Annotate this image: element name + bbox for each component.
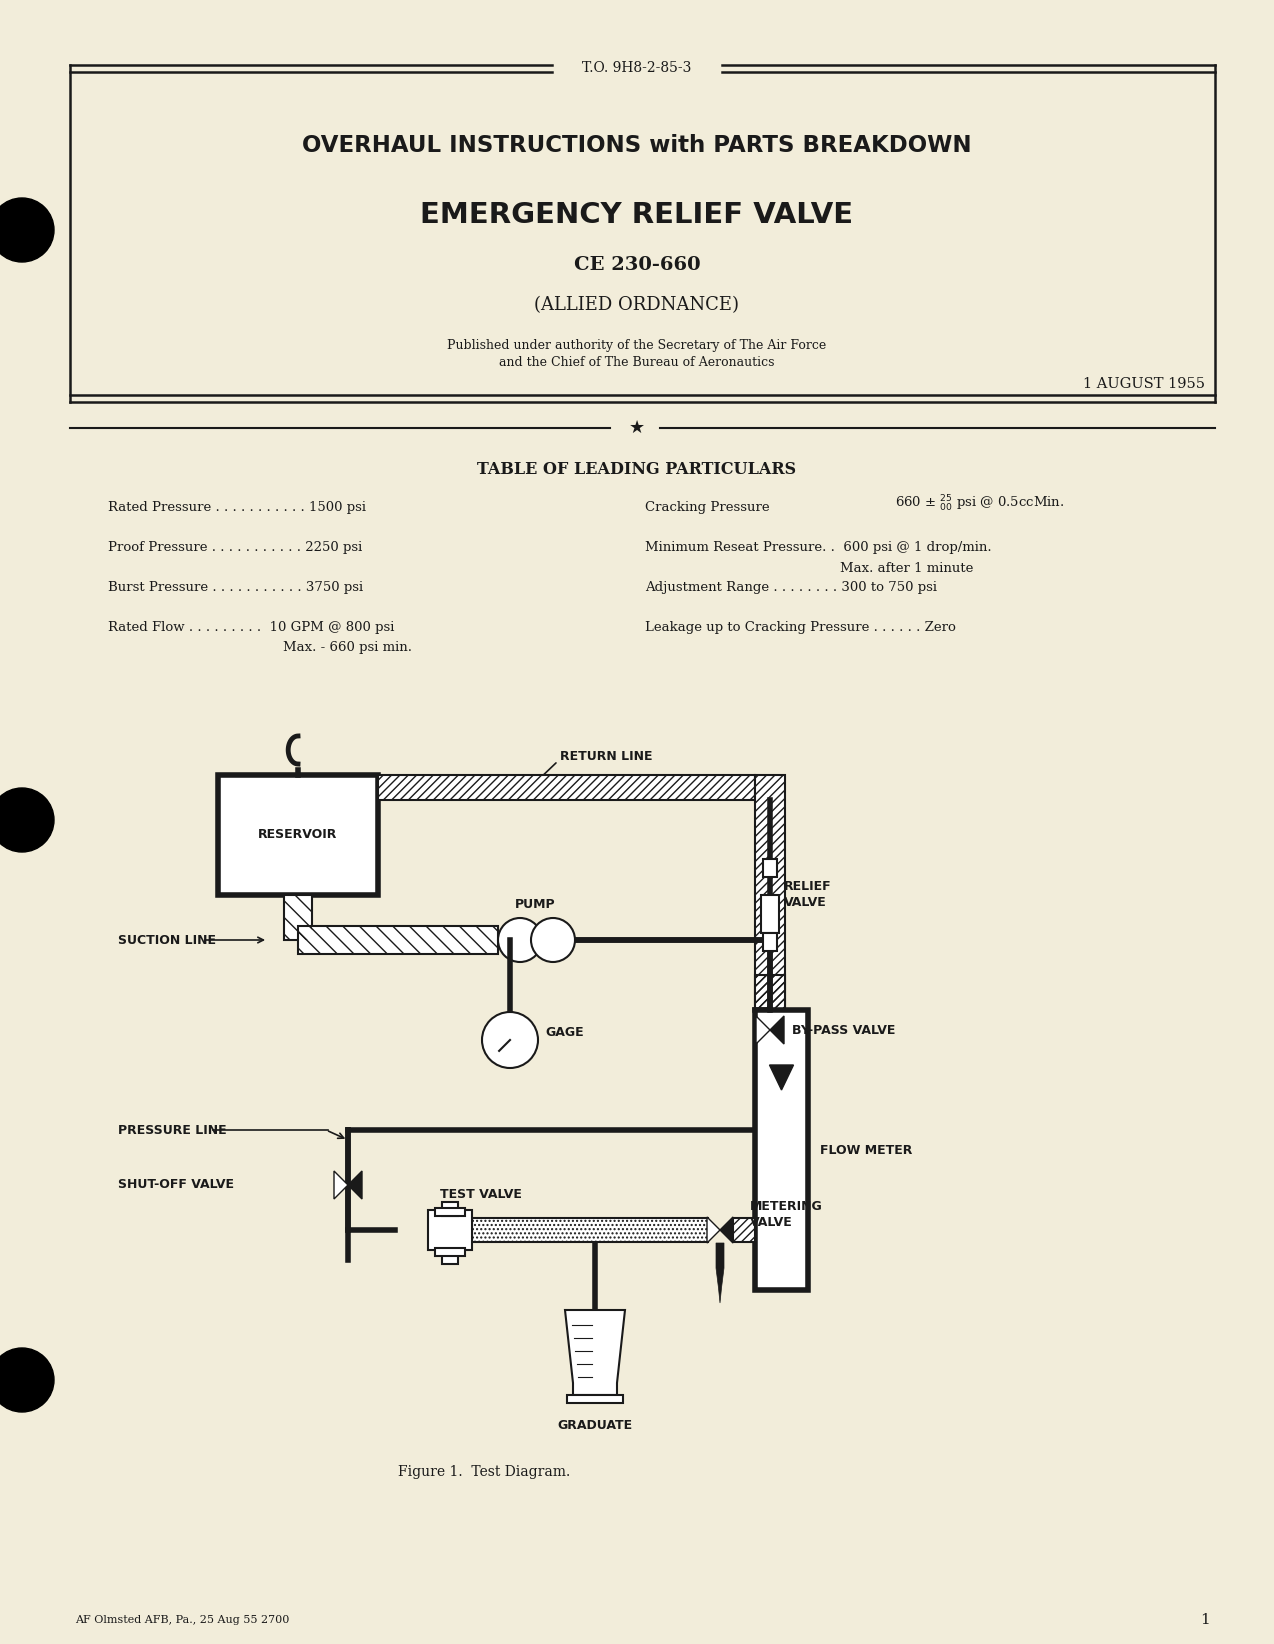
Circle shape bbox=[482, 1013, 538, 1069]
Bar bbox=[755, 1009, 808, 1291]
Text: PRESSURE LINE: PRESSURE LINE bbox=[118, 1123, 227, 1136]
Text: Leakage up to Cracking Pressure . . . . . . Zero: Leakage up to Cracking Pressure . . . . … bbox=[645, 621, 956, 635]
Bar bbox=[442, 1249, 457, 1264]
Bar bbox=[434, 1208, 465, 1217]
Bar bbox=[567, 1396, 623, 1402]
Text: Figure 1.  Test Diagram.: Figure 1. Test Diagram. bbox=[397, 1465, 571, 1480]
Text: Max. after 1 minute: Max. after 1 minute bbox=[840, 562, 973, 574]
Text: SHUT-OFF VALVE: SHUT-OFF VALVE bbox=[118, 1179, 234, 1192]
Bar bbox=[763, 860, 777, 876]
Bar bbox=[428, 1210, 471, 1249]
Text: TABLE OF LEADING PARTICULARS: TABLE OF LEADING PARTICULARS bbox=[478, 462, 796, 478]
Text: Published under authority of the Secretary of The Air Force: Published under authority of the Secreta… bbox=[447, 339, 827, 352]
Text: METERING
VALVE: METERING VALVE bbox=[750, 1200, 823, 1230]
Polygon shape bbox=[348, 1171, 362, 1198]
Text: ★: ★ bbox=[629, 419, 645, 437]
Text: SUCTION LINE: SUCTION LINE bbox=[118, 934, 217, 947]
Bar bbox=[378, 774, 755, 801]
Text: Proof Pressure . . . . . . . . . . . 2250 psi: Proof Pressure . . . . . . . . . . . 225… bbox=[108, 541, 362, 554]
Text: Burst Pressure . . . . . . . . . . . 3750 psi: Burst Pressure . . . . . . . . . . . 375… bbox=[108, 582, 363, 595]
Text: 1 AUGUST 1955: 1 AUGUST 1955 bbox=[1083, 376, 1205, 391]
Text: Rated Pressure . . . . . . . . . . . 1500 psi: Rated Pressure . . . . . . . . . . . 150… bbox=[108, 501, 366, 515]
Bar bbox=[378, 774, 755, 801]
Bar bbox=[755, 774, 785, 1009]
Text: GRADUATE: GRADUATE bbox=[558, 1419, 633, 1432]
Text: FLOW METER: FLOW METER bbox=[820, 1144, 912, 1156]
Circle shape bbox=[0, 1348, 54, 1412]
Polygon shape bbox=[716, 1243, 724, 1304]
Bar bbox=[298, 926, 498, 954]
Polygon shape bbox=[707, 1217, 720, 1243]
Text: 660 $\pm$ $^{25}_{00}$ psi @ 0.5ccMin.: 660 $\pm$ $^{25}_{00}$ psi @ 0.5ccMin. bbox=[896, 493, 1065, 515]
Polygon shape bbox=[769, 1016, 784, 1044]
Text: EMERGENCY RELIEF VALVE: EMERGENCY RELIEF VALVE bbox=[420, 201, 854, 229]
Text: AF Olmsted AFB, Pa., 25 Aug 55 2700: AF Olmsted AFB, Pa., 25 Aug 55 2700 bbox=[75, 1614, 289, 1624]
Text: Max. - 660 psi min.: Max. - 660 psi min. bbox=[283, 641, 412, 654]
Polygon shape bbox=[334, 1171, 348, 1198]
Bar bbox=[434, 1248, 465, 1256]
Bar bbox=[763, 934, 777, 950]
Circle shape bbox=[531, 917, 575, 962]
Text: PUMP: PUMP bbox=[515, 898, 555, 911]
Text: 1: 1 bbox=[1200, 1613, 1210, 1628]
Text: Minimum Reseat Pressure. .  600 psi @ 1 drop/min.: Minimum Reseat Pressure. . 600 psi @ 1 d… bbox=[645, 541, 991, 554]
Bar bbox=[755, 774, 785, 1009]
Polygon shape bbox=[769, 1065, 794, 1090]
Bar bbox=[218, 774, 378, 894]
Text: RETURN LINE: RETURN LINE bbox=[561, 751, 652, 763]
Text: Rated Flow . . . . . . . . .  10 GPM @ 800 psi: Rated Flow . . . . . . . . . 10 GPM @ 80… bbox=[108, 621, 395, 635]
Text: Cracking Pressure: Cracking Pressure bbox=[645, 501, 769, 515]
Text: BY-PASS VALVE: BY-PASS VALVE bbox=[792, 1024, 896, 1036]
Circle shape bbox=[0, 787, 54, 852]
Circle shape bbox=[0, 197, 54, 261]
Bar bbox=[442, 1202, 457, 1217]
Polygon shape bbox=[720, 1217, 733, 1243]
Text: and the Chief of The Bureau of Aeronautics: and the Chief of The Bureau of Aeronauti… bbox=[499, 357, 775, 370]
Text: Adjustment Range . . . . . . . . 300 to 750 psi: Adjustment Range . . . . . . . . 300 to … bbox=[645, 582, 936, 595]
Polygon shape bbox=[755, 1016, 769, 1044]
Bar bbox=[471, 1218, 708, 1241]
Text: RELIEF
VALVE: RELIEF VALVE bbox=[784, 880, 832, 909]
Circle shape bbox=[498, 917, 541, 962]
Text: CE 230-660: CE 230-660 bbox=[573, 256, 701, 275]
Bar bbox=[284, 894, 312, 940]
Bar bbox=[471, 1218, 708, 1241]
Bar bbox=[284, 894, 312, 940]
Text: T.O. 9H8-2-85-3: T.O. 9H8-2-85-3 bbox=[582, 61, 692, 76]
Text: GAGE: GAGE bbox=[545, 1026, 583, 1039]
Bar bbox=[733, 1218, 755, 1241]
Bar bbox=[755, 975, 785, 1009]
Bar bbox=[761, 894, 778, 934]
Text: TEST VALVE: TEST VALVE bbox=[440, 1189, 522, 1202]
Text: (ALLIED ORDNANCE): (ALLIED ORDNANCE) bbox=[535, 296, 739, 314]
Bar bbox=[733, 1218, 755, 1241]
Text: OVERHAUL INSTRUCTIONS with PARTS BREAKDOWN: OVERHAUL INSTRUCTIONS with PARTS BREAKDO… bbox=[302, 133, 972, 156]
Bar bbox=[298, 926, 498, 954]
Bar bbox=[755, 975, 785, 1009]
Polygon shape bbox=[564, 1310, 626, 1396]
Text: RESERVOIR: RESERVOIR bbox=[259, 829, 338, 842]
